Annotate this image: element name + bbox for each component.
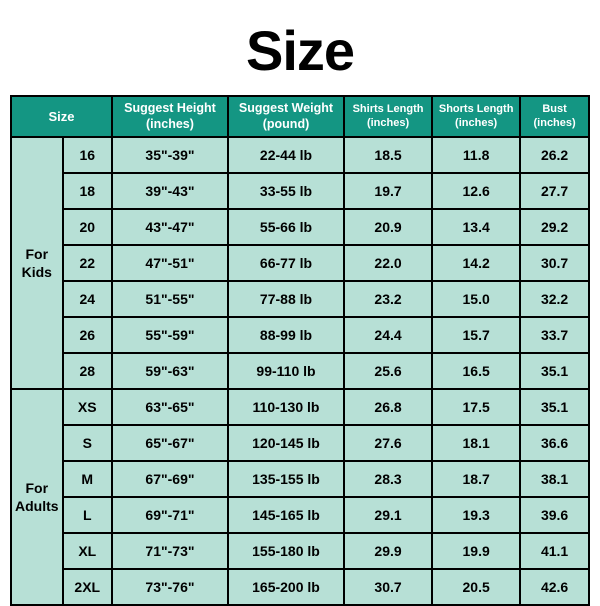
table-row: M67"-69"135-155 lb28.318.738.1 bbox=[11, 461, 589, 497]
cell-height: 47"-51" bbox=[112, 245, 228, 281]
header-bust: Bust (inches) bbox=[520, 96, 589, 137]
header-shorts: Shorts Length (inches) bbox=[432, 96, 520, 137]
cell-bust: 30.7 bbox=[520, 245, 589, 281]
cell-shirts: 28.3 bbox=[344, 461, 432, 497]
group-label: For Adults bbox=[11, 389, 63, 605]
table-row: XL71"-73"155-180 lb29.919.941.1 bbox=[11, 533, 589, 569]
cell-size: L bbox=[63, 497, 112, 533]
cell-bust: 33.7 bbox=[520, 317, 589, 353]
cell-shirts: 18.5 bbox=[344, 137, 432, 173]
cell-shorts: 18.7 bbox=[432, 461, 520, 497]
cell-bust: 35.1 bbox=[520, 389, 589, 425]
cell-weight: 66-77 lb bbox=[228, 245, 344, 281]
table-row: 2655"-59"88-99 lb24.415.733.7 bbox=[11, 317, 589, 353]
cell-size: 20 bbox=[63, 209, 112, 245]
page-title: Size bbox=[0, 0, 600, 95]
cell-shorts: 11.8 bbox=[432, 137, 520, 173]
cell-bust: 36.6 bbox=[520, 425, 589, 461]
cell-shirts: 26.8 bbox=[344, 389, 432, 425]
cell-height: 69"-71" bbox=[112, 497, 228, 533]
cell-bust: 41.1 bbox=[520, 533, 589, 569]
cell-weight: 88-99 lb bbox=[228, 317, 344, 353]
group-label: For Kids bbox=[11, 137, 63, 389]
table-header: Size Suggest Height (inches) Suggest Wei… bbox=[11, 96, 589, 137]
header-row: Size Suggest Height (inches) Suggest Wei… bbox=[11, 96, 589, 137]
cell-size: S bbox=[63, 425, 112, 461]
table-row: For AdultsXS63"-65"110-130 lb26.817.535.… bbox=[11, 389, 589, 425]
cell-bust: 35.1 bbox=[520, 353, 589, 389]
cell-size: M bbox=[63, 461, 112, 497]
cell-size: XS bbox=[63, 389, 112, 425]
cell-shirts: 29.1 bbox=[344, 497, 432, 533]
cell-bust: 32.2 bbox=[520, 281, 589, 317]
cell-bust: 26.2 bbox=[520, 137, 589, 173]
table-row: 2247"-51"66-77 lb22.014.230.7 bbox=[11, 245, 589, 281]
table-row: 2043"-47"55-66 lb20.913.429.2 bbox=[11, 209, 589, 245]
cell-height: 65"-67" bbox=[112, 425, 228, 461]
header-height: Suggest Height (inches) bbox=[112, 96, 228, 137]
cell-shorts: 17.5 bbox=[432, 389, 520, 425]
cell-height: 59"-63" bbox=[112, 353, 228, 389]
cell-shorts: 13.4 bbox=[432, 209, 520, 245]
cell-size: 28 bbox=[63, 353, 112, 389]
cell-weight: 120-145 lb bbox=[228, 425, 344, 461]
cell-bust: 38.1 bbox=[520, 461, 589, 497]
cell-shorts: 16.5 bbox=[432, 353, 520, 389]
cell-shorts: 19.3 bbox=[432, 497, 520, 533]
cell-shirts: 29.9 bbox=[344, 533, 432, 569]
cell-shirts: 20.9 bbox=[344, 209, 432, 245]
page-container: Size Size Suggest Height (inches) Sugges… bbox=[0, 0, 600, 600]
cell-height: 43"-47" bbox=[112, 209, 228, 245]
cell-bust: 27.7 bbox=[520, 173, 589, 209]
cell-weight: 155-180 lb bbox=[228, 533, 344, 569]
table-body: For Kids1635"-39"22-44 lb18.511.826.2183… bbox=[11, 137, 589, 605]
cell-shorts: 12.6 bbox=[432, 173, 520, 209]
cell-shorts: 18.1 bbox=[432, 425, 520, 461]
header-shirts: Shirts Length (inches) bbox=[344, 96, 432, 137]
cell-weight: 145-165 lb bbox=[228, 497, 344, 533]
cell-size: XL bbox=[63, 533, 112, 569]
table-row: 2451"-55"77-88 lb23.215.032.2 bbox=[11, 281, 589, 317]
table-row: L69"-71"145-165 lb29.119.339.6 bbox=[11, 497, 589, 533]
cell-shirts: 19.7 bbox=[344, 173, 432, 209]
cell-height: 39"-43" bbox=[112, 173, 228, 209]
cell-shirts: 23.2 bbox=[344, 281, 432, 317]
cell-shirts: 25.6 bbox=[344, 353, 432, 389]
size-chart-table: Size Suggest Height (inches) Suggest Wei… bbox=[10, 95, 590, 606]
table-row: For Kids1635"-39"22-44 lb18.511.826.2 bbox=[11, 137, 589, 173]
cell-weight: 110-130 lb bbox=[228, 389, 344, 425]
header-size: Size bbox=[11, 96, 112, 137]
cell-size: 16 bbox=[63, 137, 112, 173]
cell-shorts: 15.0 bbox=[432, 281, 520, 317]
cell-height: 35"-39" bbox=[112, 137, 228, 173]
cell-size: 18 bbox=[63, 173, 112, 209]
table-row: 2859"-63"99-110 lb25.616.535.1 bbox=[11, 353, 589, 389]
cell-height: 67"-69" bbox=[112, 461, 228, 497]
cell-shirts: 22.0 bbox=[344, 245, 432, 281]
cell-bust: 39.6 bbox=[520, 497, 589, 533]
cell-shorts: 14.2 bbox=[432, 245, 520, 281]
header-weight: Suggest Weight (pound) bbox=[228, 96, 344, 137]
cell-weight: 33-55 lb bbox=[228, 173, 344, 209]
cell-height: 63"-65" bbox=[112, 389, 228, 425]
cell-size: 26 bbox=[63, 317, 112, 353]
table-row: 1839"-43"33-55 lb19.712.627.7 bbox=[11, 173, 589, 209]
cell-shorts: 15.7 bbox=[432, 317, 520, 353]
cell-size: 22 bbox=[63, 245, 112, 281]
cell-weight: 22-44 lb bbox=[228, 137, 344, 173]
cell-height: 55"-59" bbox=[112, 317, 228, 353]
cell-weight: 135-155 lb bbox=[228, 461, 344, 497]
cell-height: 71"-73" bbox=[112, 533, 228, 569]
cell-height: 51"-55" bbox=[112, 281, 228, 317]
cell-size: 24 bbox=[63, 281, 112, 317]
cell-shirts: 27.6 bbox=[344, 425, 432, 461]
cell-weight: 77-88 lb bbox=[228, 281, 344, 317]
cell-shorts: 19.9 bbox=[432, 533, 520, 569]
cell-weight: 55-66 lb bbox=[228, 209, 344, 245]
cell-shirts: 24.4 bbox=[344, 317, 432, 353]
cell-bust: 29.2 bbox=[520, 209, 589, 245]
table-row: S65"-67"120-145 lb27.618.136.6 bbox=[11, 425, 589, 461]
cell-weight: 99-110 lb bbox=[228, 353, 344, 389]
